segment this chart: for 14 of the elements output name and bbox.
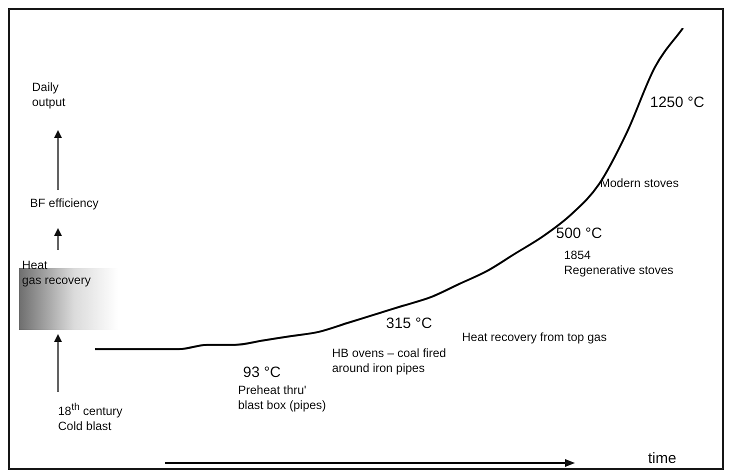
annotation: time (648, 450, 676, 469)
annotation: 1250 °C (650, 94, 704, 113)
annotation: BF efficiency (30, 196, 98, 211)
annotation: Preheat thru' blast box (pipes) (238, 383, 326, 413)
annotation: Modern stoves (600, 176, 679, 191)
annotation: 18$^{th}$ century Cold blast (58, 402, 122, 434)
annotation: Heat recovery from top gas (462, 330, 607, 345)
annotation: Heat gas recovery (22, 258, 91, 288)
text: Daily output (32, 80, 66, 110)
annotation: 315 °C (386, 315, 432, 334)
annotation: 93 °C (243, 364, 281, 383)
annotation: HB ovens – coal fired around iron pipes (332, 346, 446, 376)
annotation: 1854 Regenerative stoves (564, 248, 674, 278)
annotation: 500 °C (556, 225, 602, 244)
